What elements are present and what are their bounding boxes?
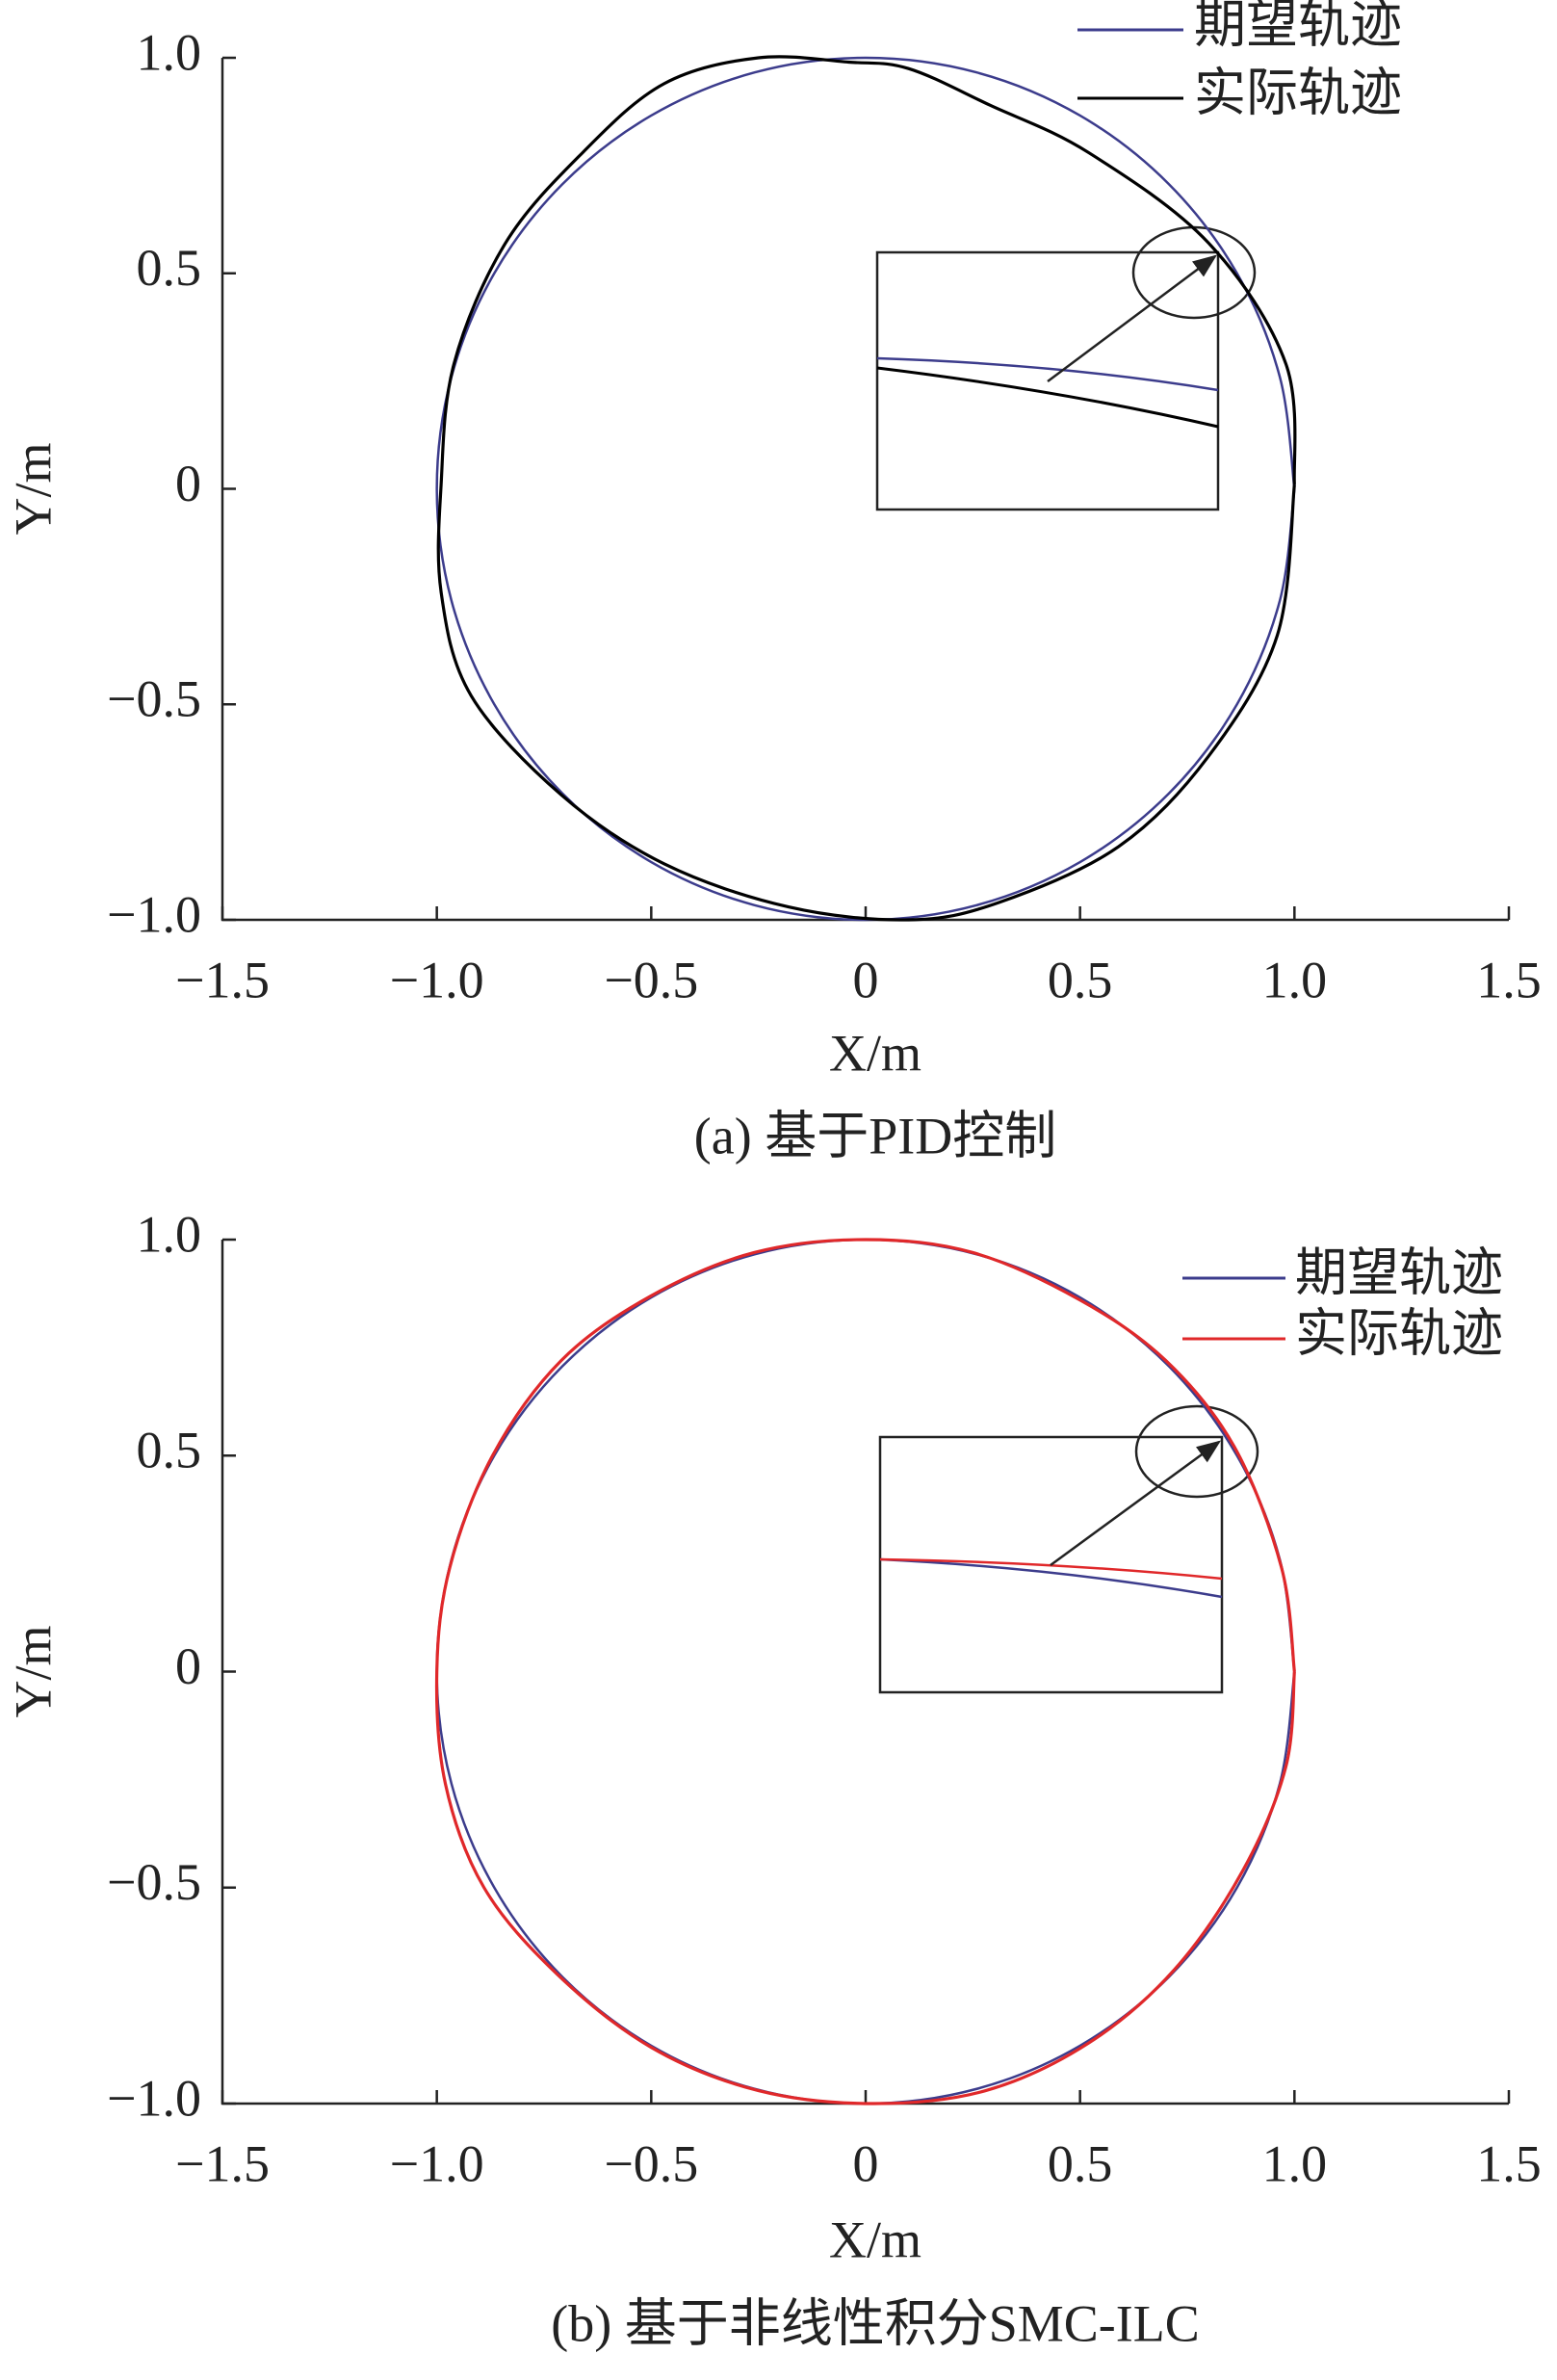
chart-panel: −1.5 −1.0 −0.5 0 0.5 1.0 1.5 −1.0 −0.5 0 0.5 1.0 X/m… bbox=[4, 0, 1541, 1164]
trajectory bbox=[435, 1238, 1296, 2105]
x-tick-label: −0.5 bbox=[604, 2134, 698, 2192]
x-tick-label: −1.5 bbox=[175, 951, 270, 1008]
legend-label: 实际轨迹 bbox=[1194, 64, 1402, 121]
zoom-arrow bbox=[1047, 254, 1218, 383]
x-tick-label: 1.5 bbox=[1476, 951, 1542, 1008]
trajectory bbox=[434, 1238, 1296, 2105]
caption: (a) 基于PID控制 bbox=[694, 1107, 1056, 1164]
x-axis-label: X/m bbox=[829, 1024, 921, 1082]
axis-line bbox=[221, 58, 1509, 922]
trajectory bbox=[436, 55, 1297, 922]
inset-a bbox=[875, 225, 1257, 511]
x-tick-label: −0.5 bbox=[604, 951, 698, 1008]
inset-b bbox=[878, 1404, 1259, 1694]
y-tick-label: 1.0 bbox=[137, 23, 202, 81]
x-tick-label: 0 bbox=[853, 2134, 879, 2192]
y-axis-label: Y/m bbox=[4, 1625, 62, 1717]
legend-label: 期望轨迹 bbox=[1194, 0, 1402, 53]
chart-panel: −1.5 −1.0 −0.5 0 0.5 1.0 1.5 −1.0 −0.5 0 0.5 1.0 X/m… bbox=[4, 1205, 1541, 2352]
x-tick-label: 0.5 bbox=[1048, 2134, 1113, 2192]
inset-box bbox=[878, 1435, 1224, 1694]
y-axis-label: Y/m bbox=[4, 442, 62, 535]
x-tick-label: −1.0 bbox=[390, 2134, 484, 2192]
y-tick-label: 0.5 bbox=[137, 1422, 202, 1479]
y-tick-label: −1.0 bbox=[107, 885, 201, 943]
y-tick-label: 1.0 bbox=[137, 1205, 202, 1263]
zoom-ellipse bbox=[1134, 1404, 1259, 1499]
x-tick-label: 1.0 bbox=[1262, 951, 1328, 1008]
y-tick-label: 0 bbox=[175, 1637, 201, 1695]
y-tick-label: 0 bbox=[175, 455, 201, 512]
x-axis-label: X/m bbox=[829, 2210, 921, 2268]
caption: (b) 基于非线性积分SMC-ILC bbox=[551, 2294, 1200, 2352]
trajectory bbox=[435, 56, 1296, 922]
inset-line bbox=[879, 1557, 1223, 1581]
x-tick-label: −1.0 bbox=[390, 951, 484, 1008]
x-tick-label: 0.5 bbox=[1048, 951, 1113, 1008]
x-tick-label: 1.5 bbox=[1476, 2134, 1542, 2192]
legend-label: 实际轨迹 bbox=[1295, 1304, 1503, 1362]
legend-label: 期望轨迹 bbox=[1295, 1243, 1503, 1301]
x-tick-label: −1.5 bbox=[175, 2134, 270, 2192]
inset-line bbox=[876, 366, 1219, 429]
inset-line bbox=[876, 356, 1219, 392]
axis-line bbox=[221, 1240, 1509, 2105]
x-tick-label: 0 bbox=[853, 951, 879, 1008]
x-tick-label: 1.0 bbox=[1262, 2134, 1328, 2192]
y-tick-label: −1.0 bbox=[107, 2069, 201, 2127]
y-tick-label: −0.5 bbox=[107, 1853, 201, 1911]
inset-line bbox=[879, 1557, 1223, 1599]
inset-box bbox=[875, 250, 1220, 511]
zoom-arrow bbox=[1050, 1440, 1222, 1567]
y-tick-label: 0.5 bbox=[137, 239, 202, 297]
y-tick-label: −0.5 bbox=[107, 670, 201, 728]
